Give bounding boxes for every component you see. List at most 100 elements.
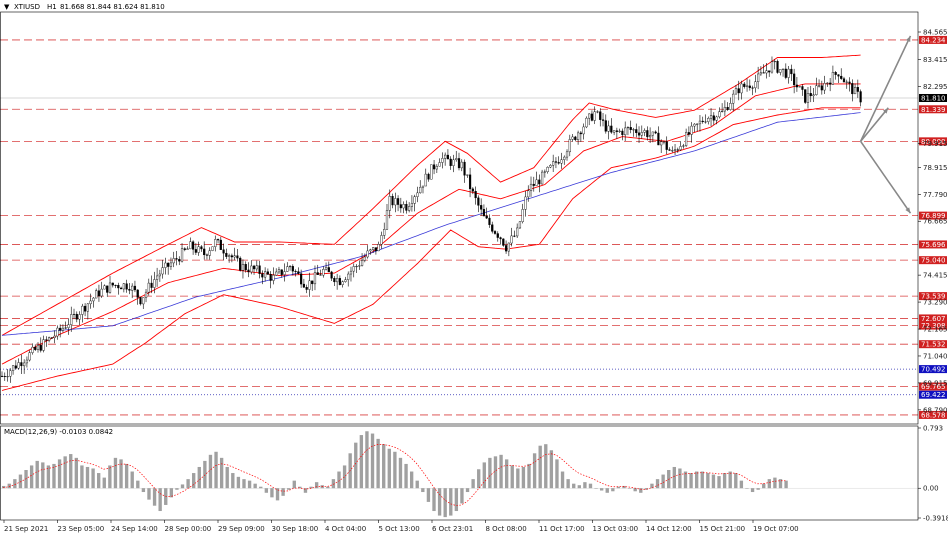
macd-indicator-label: MACD(12,26,9) -0.0103 0.0842	[4, 428, 113, 436]
candle-body	[773, 61, 776, 63]
candle-body	[180, 248, 184, 262]
candle-body	[347, 273, 350, 280]
macd-histogram-bar	[326, 486, 330, 489]
candle-body	[133, 285, 137, 291]
candle-body	[291, 266, 294, 272]
candle-body	[576, 132, 580, 141]
candle-body	[319, 274, 322, 276]
candle-body	[247, 269, 250, 273]
macd-histogram-bar	[683, 471, 688, 489]
candle-body	[524, 196, 527, 210]
current-price-tag	[919, 93, 947, 102]
candle-body	[657, 132, 660, 146]
macd-histogram-bar	[745, 488, 749, 489]
moving-average-line	[1, 112, 861, 336]
candle-body	[302, 283, 305, 288]
candle-body	[374, 247, 378, 252]
time-tick-label: 23 Sep 05:00	[58, 525, 105, 533]
candle-body	[737, 88, 740, 94]
candle-body	[25, 359, 29, 364]
candle-body	[449, 158, 452, 166]
price-tick-label: 74.415	[923, 272, 948, 280]
candle-body	[831, 72, 835, 85]
level-price-label: 71.532	[921, 341, 946, 349]
candle-body	[200, 246, 203, 250]
candle-body	[333, 278, 336, 283]
candle-body	[823, 83, 826, 91]
macd-histogram-bar	[549, 450, 554, 489]
price-tick-label: 68.790	[923, 406, 948, 414]
candle-body	[513, 235, 516, 237]
candle-body	[654, 131, 657, 134]
time-tick-label: 14 Oct 12:00	[646, 525, 692, 533]
candle-body	[499, 237, 502, 240]
candle-body	[311, 280, 314, 285]
macd-histogram-bar	[147, 488, 151, 500]
level-price-tag	[919, 105, 947, 114]
macd-histogram-bar	[342, 465, 347, 489]
candle-body	[111, 282, 114, 286]
macd-histogram-bar	[437, 488, 442, 516]
candle-body	[0, 375, 4, 377]
candle-body	[283, 271, 286, 275]
candle-body	[815, 85, 818, 96]
candle-body	[239, 257, 242, 271]
macd-histogram-bar	[314, 482, 319, 489]
macd-histogram-bar	[331, 479, 336, 489]
candle-body	[322, 269, 325, 276]
candle-body	[47, 337, 51, 341]
price-panel-frame	[0, 11, 919, 425]
level-price-tag	[919, 410, 947, 419]
bollinger-lower-line	[1, 107, 861, 391]
candle-body	[604, 120, 607, 132]
macd-histogram-bar	[69, 454, 73, 489]
forecast-arrow-line[interactable]	[859, 107, 889, 142]
macd-histogram-bar	[180, 484, 185, 489]
macd-histogram-bar	[247, 480, 252, 489]
macd-histogram-bar	[141, 488, 146, 493]
forecast-arrow-line[interactable]	[859, 35, 912, 142]
candle-body	[189, 241, 192, 250]
price-tick-label: 84.565	[923, 29, 948, 37]
candle-body	[286, 266, 289, 272]
time-tick-label: 11 Oct 17:00	[539, 525, 585, 533]
time-tick-label: 5 Oct 13:00	[379, 525, 420, 533]
collapse-icon[interactable]: ▼	[4, 3, 10, 11]
candle-body	[632, 129, 635, 131]
level-price-tag	[919, 382, 947, 391]
horizontal-levels[interactable]: 84.234 81.339 80.000 76.899 75.696 75.040 73.5…	[0, 35, 947, 420]
candle-body	[596, 111, 599, 113]
candle-body	[709, 115, 713, 119]
time-tick-label: 4 Oct 04:00	[325, 525, 366, 533]
candle-body	[275, 271, 278, 276]
macd-histogram-bar	[499, 454, 503, 489]
forecast-arrow-line[interactable]	[859, 140, 912, 214]
candle-body	[502, 238, 505, 246]
macd-histogram-bar	[627, 488, 632, 489]
symbol-label: XTIUSD	[14, 3, 40, 11]
macd-histogram-bar	[158, 488, 162, 512]
candle-body	[690, 125, 693, 135]
level-price-tag	[919, 321, 947, 330]
level-price-tag	[919, 35, 947, 44]
candle-body	[430, 164, 433, 180]
macd-histogram-bar	[236, 476, 241, 489]
candle-body	[480, 205, 483, 210]
macd-histogram-bar	[678, 468, 682, 489]
macd-histogram-bar	[465, 488, 470, 493]
macd-tick-label: -0.3918	[923, 515, 948, 523]
candle-body	[859, 91, 862, 103]
candle-body	[288, 266, 292, 268]
candle-body	[255, 265, 258, 270]
price-tick-label: 76.665	[923, 218, 948, 226]
candle-body	[820, 85, 823, 91]
candle-body	[338, 278, 342, 285]
moving-average	[1, 112, 861, 336]
candle-body	[840, 75, 843, 79]
candle-body	[413, 196, 416, 204]
forecast-arrows[interactable]	[859, 35, 912, 214]
candle-body	[9, 370, 12, 377]
candle-body	[687, 132, 690, 135]
candle-body	[640, 132, 643, 136]
